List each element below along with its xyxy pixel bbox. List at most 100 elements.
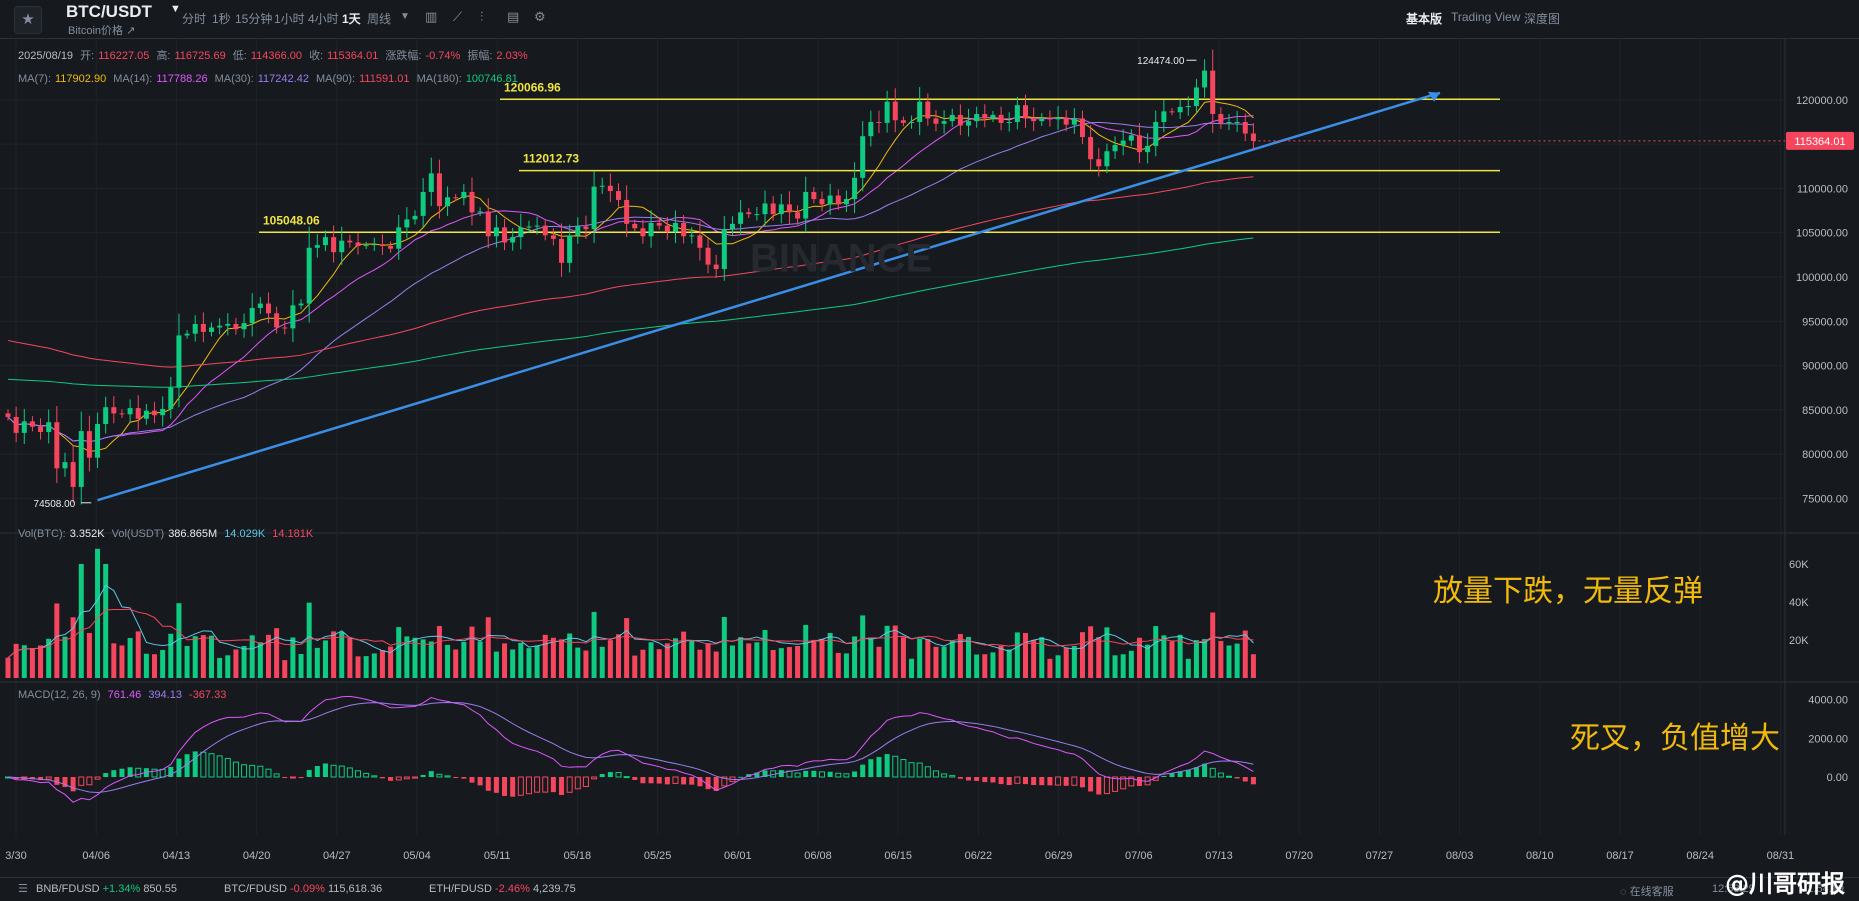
tab-basic[interactable]: 基本版 xyxy=(1406,12,1443,26)
candle-body xyxy=(1047,118,1053,120)
ticker-eth[interactable]: ETH/FDUSD -2.46% 4,239.75 xyxy=(429,883,576,895)
online-support-link[interactable]: ◌ 在线客服 xyxy=(1620,886,1674,898)
macd-histogram-bar xyxy=(151,768,158,778)
pair-title[interactable]: BTC/USDT xyxy=(66,2,152,21)
macd-histogram-bar xyxy=(306,770,312,777)
volume-bar xyxy=(1023,632,1028,678)
ohlc-high: 116725.69 xyxy=(174,50,226,62)
macd-histogram-bar xyxy=(705,777,711,790)
macd-histogram-bar xyxy=(282,777,288,778)
tab-depth[interactable]: 深度图 xyxy=(1524,12,1561,26)
candle-body xyxy=(925,101,931,119)
date-tick-label: 05/04 xyxy=(403,850,431,862)
interval-tab[interactable]: 1小时 xyxy=(274,12,305,26)
volume-bar xyxy=(575,647,581,678)
macd-histogram-bar xyxy=(640,777,646,784)
volume-bar xyxy=(721,617,727,678)
candle-body xyxy=(13,416,19,433)
date-tick-label: 06/29 xyxy=(1045,850,1073,862)
tab-tradingview[interactable]: Trading View xyxy=(1451,10,1521,24)
volume-bar xyxy=(656,649,662,678)
macd-histogram-bar xyxy=(582,776,589,788)
favorite-star-icon[interactable]: ★ xyxy=(14,6,42,34)
macd-histogram-bar xyxy=(1169,773,1175,777)
settings-gear-icon[interactable]: ⚙ xyxy=(534,9,546,24)
macd-histogram-bar xyxy=(868,759,874,777)
candle-style-icon[interactable]: ⫶ xyxy=(480,9,484,24)
candle-body xyxy=(184,333,190,336)
macd-histogram-bar xyxy=(672,776,679,784)
volume-bar xyxy=(705,643,711,678)
pair-subtitle-link[interactable]: Bitcoin价格 ↗ xyxy=(68,25,136,37)
candle-body xyxy=(290,305,296,329)
menu-icon[interactable]: ☰ xyxy=(18,883,28,895)
interval-tab[interactable]: 4小时 xyxy=(308,12,339,26)
moving-average-lines xyxy=(7,100,1254,453)
volume-bar xyxy=(445,644,451,678)
volume-bar xyxy=(274,628,280,678)
macd-histogram-bar xyxy=(388,777,394,781)
more-intervals-icon[interactable]: ▼ xyxy=(400,11,410,22)
volume-bar xyxy=(1079,632,1085,678)
volume-bar xyxy=(78,564,84,678)
macd-histogram-bar xyxy=(322,763,328,777)
candle-body xyxy=(697,235,703,248)
macd-histogram-bar xyxy=(493,777,499,793)
macd-histogram-bar xyxy=(78,776,85,786)
price-tick-label: 95000.00 xyxy=(1802,316,1848,328)
macd-histogram-bar xyxy=(257,765,264,778)
interval-tab-active[interactable]: 1天 xyxy=(342,12,361,26)
volume-bar xyxy=(827,632,833,678)
trend-arrow xyxy=(1428,91,1440,102)
ticker-bnb[interactable]: BNB/FDUSD +1.34% 850.55 xyxy=(36,883,177,895)
candle-body xyxy=(1014,105,1020,122)
candle-body xyxy=(510,237,516,243)
interval-tab[interactable]: 周线 xyxy=(367,12,392,26)
candle-body xyxy=(404,219,410,228)
layout-icon[interactable]: ▤ xyxy=(507,9,520,24)
candle-body xyxy=(502,227,508,243)
macd-histogram-bar xyxy=(998,777,1004,785)
level-label: 120066.96 xyxy=(504,80,561,94)
volume-bar xyxy=(803,624,809,678)
interval-tab[interactable]: 分时 xyxy=(182,12,207,26)
macd-histogram-bar xyxy=(1031,777,1037,786)
volume-tick-label: 20K xyxy=(1789,635,1809,647)
candle-body xyxy=(917,101,923,122)
candle-body xyxy=(436,173,442,207)
volume-bar xyxy=(200,635,206,678)
ma-line xyxy=(7,237,1254,388)
interval-tab[interactable]: 1秒 xyxy=(212,12,231,26)
indicator-icon[interactable]: ⟋ xyxy=(453,9,463,24)
candle-body xyxy=(738,212,744,224)
volume-bar xyxy=(770,649,776,678)
macd-histogram-bar xyxy=(176,758,182,777)
macd-histogram-bar xyxy=(403,776,410,780)
ma-line xyxy=(7,121,1254,443)
candlestick-chart[interactable]: 75000.00 80000.00 85000.00 90000.00 95000.00… xyxy=(0,39,1859,877)
volume-bar xyxy=(396,627,402,678)
volume-bar xyxy=(298,653,304,678)
macd-histogram-bar xyxy=(111,770,117,777)
candle-body xyxy=(111,407,117,414)
macd-histogram-bar xyxy=(265,768,272,778)
macd-histogram-bar xyxy=(754,772,760,777)
volume-bar xyxy=(1177,634,1183,678)
interval-tab[interactable]: 15分钟 xyxy=(235,12,273,26)
chart-type-icon[interactable]: ▥ xyxy=(425,9,438,24)
volume-bar xyxy=(624,618,630,678)
volume-bar xyxy=(754,642,760,678)
candle-body xyxy=(282,327,288,329)
price-tick-label: 90000.00 xyxy=(1802,361,1848,373)
volume-bar xyxy=(192,636,198,678)
volume-bar xyxy=(355,656,361,678)
macd-histogram-bar xyxy=(420,774,426,777)
macd-histogram-bar xyxy=(713,777,719,791)
ticker-btc[interactable]: BTC/FDUSD -0.09% 115,618.36 xyxy=(224,883,383,895)
ma-line xyxy=(7,176,1254,368)
macd-histogram-bar xyxy=(412,776,418,779)
volume-bar xyxy=(762,630,768,678)
pair-dropdown-icon[interactable]: ▼ xyxy=(170,3,181,15)
clock-text: 12:58:29 xyxy=(1712,883,1755,895)
candle-body xyxy=(803,191,809,219)
